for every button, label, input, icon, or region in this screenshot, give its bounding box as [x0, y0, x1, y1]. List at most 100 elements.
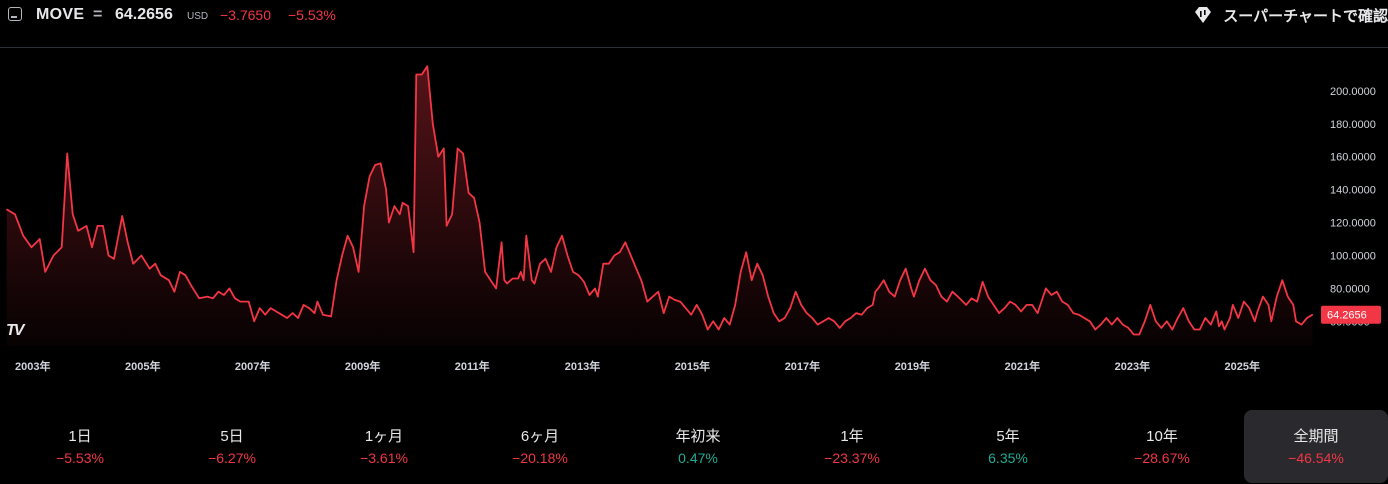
data-point: [446, 225, 448, 227]
data-point: [402, 202, 404, 204]
period-tab[interactable]: 5年 6.35%: [933, 410, 1083, 483]
data-point: [1256, 310, 1259, 312]
data-point: [484, 271, 486, 273]
y-tick-label: 120.0000: [1330, 218, 1376, 230]
data-point: [85, 225, 88, 227]
data-point: [583, 281, 585, 283]
data-point: [789, 307, 791, 309]
data-point: [1004, 307, 1006, 309]
data-point: [1254, 320, 1256, 322]
tradingview-logo-icon[interactable]: TV: [6, 322, 25, 339]
data-point: [297, 317, 299, 319]
data-point: [6, 208, 8, 210]
data-point: [432, 123, 434, 125]
data-point: [253, 320, 255, 322]
period-change-value: −5.53%: [56, 450, 104, 466]
series-line: [6, 65, 1313, 336]
data-point: [924, 268, 926, 270]
data-point: [275, 310, 277, 312]
data-point: [234, 297, 236, 299]
data-point: [239, 301, 241, 303]
period-tab[interactable]: 全期間 −46.54%: [1244, 410, 1388, 483]
data-point: [322, 314, 324, 316]
data-point: [462, 152, 464, 155]
data-point: [987, 296, 989, 298]
period-tab[interactable]: 1ヶ月 −3.61%: [309, 410, 459, 483]
data-point: [388, 222, 390, 224]
data-point: [77, 230, 79, 232]
data-point: [594, 287, 596, 289]
y-tick-label: 160.0000: [1330, 152, 1376, 164]
data-point: [1243, 301, 1245, 303]
data-point: [39, 238, 41, 240]
data-point: [976, 301, 978, 303]
data-point: [965, 304, 967, 306]
data-point: [503, 279, 505, 281]
data-point: [712, 320, 714, 322]
data-point: [1061, 301, 1063, 303]
data-point: [894, 296, 896, 298]
data-point: [762, 274, 764, 276]
symbol-name[interactable]: MOVE: [36, 6, 85, 23]
price-change: −3.7650: [220, 7, 271, 23]
data-point: [946, 301, 948, 303]
data-point: [1160, 327, 1162, 329]
data-point: [619, 251, 621, 253]
data-point: [630, 254, 632, 257]
x-tick-label: 2021年: [1005, 359, 1040, 373]
data-point: [555, 246, 558, 248]
period-tab[interactable]: 1日 −5.53%: [5, 410, 155, 483]
x-tick-label: 2025年: [1225, 359, 1260, 373]
period-tab[interactable]: 年初来 0.47%: [623, 410, 773, 483]
data-point: [800, 304, 802, 306]
price-chart[interactable]: 60.000080.0000100.0000120.0000140.000016…: [0, 48, 1388, 388]
data-point: [385, 189, 387, 191]
data-point: [468, 192, 470, 194]
data-point: [1138, 333, 1140, 336]
period-tab[interactable]: 1年 −23.37%: [777, 410, 927, 483]
period-label: 全期間: [1293, 428, 1339, 445]
data-point: [839, 327, 841, 329]
data-point: [259, 307, 261, 309]
data-point: [544, 258, 547, 260]
data-point: [380, 162, 382, 164]
data-point: [173, 291, 175, 293]
separator: =: [93, 6, 103, 23]
period-change-value: 0.47%: [678, 450, 718, 466]
diamond-icon: [1195, 7, 1212, 23]
data-point: [795, 291, 797, 293]
data-point: [52, 254, 55, 257]
data-point: [520, 271, 522, 273]
data-point: [723, 317, 725, 319]
data-point: [72, 213, 74, 215]
data-point: [1248, 307, 1250, 309]
data-point: [102, 225, 104, 227]
data-point: [817, 324, 819, 326]
data-point: [1015, 304, 1017, 306]
data-point: [407, 205, 409, 207]
data-point: [61, 246, 63, 248]
data-point: [1045, 287, 1047, 289]
data-point: [443, 147, 445, 150]
data-point: [190, 284, 192, 286]
data-point: [539, 263, 541, 265]
period-tab[interactable]: 10年 −28.67%: [1087, 410, 1237, 483]
super-chart-label: スーパーチャートで確認: [1223, 7, 1388, 25]
data-point: [913, 296, 915, 298]
symbol-logo-icon[interactable]: [8, 7, 22, 21]
data-point: [1270, 320, 1272, 322]
y-tick-label: 80.0000: [1330, 283, 1370, 295]
x-tick-label: 2007年: [235, 359, 270, 373]
data-point: [517, 277, 519, 280]
data-point: [663, 312, 665, 314]
data-point: [292, 312, 294, 314]
period-tab[interactable]: 6ヶ月 −20.18%: [465, 410, 615, 483]
data-point: [866, 307, 868, 309]
open-super-chart-button[interactable]: スーパーチャートで確認: [1193, 4, 1388, 26]
data-point: [756, 263, 758, 265]
period-tab[interactable]: 5日 −6.27%: [157, 410, 307, 483]
last-price: 64.2656: [115, 6, 173, 23]
data-point: [646, 301, 648, 303]
data-point: [281, 314, 283, 316]
data-point: [1276, 296, 1278, 298]
